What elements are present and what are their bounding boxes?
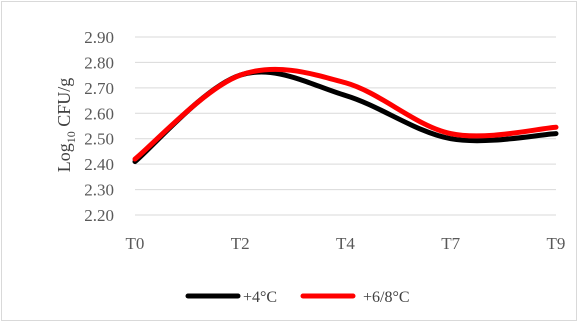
y-tick-labels: 2.90 2.80 2.70 2.60 2.50 2.40 2.30 2.20 <box>84 28 114 225</box>
y-tick-label: 2.30 <box>84 181 114 200</box>
legend-label: +6/8°C <box>363 289 410 306</box>
x-tick-label: T2 <box>231 234 250 253</box>
gridlines <box>135 36 556 216</box>
x-tick-label: T0 <box>126 234 145 253</box>
series-line-2 <box>132 66 559 162</box>
x-tick-label: T9 <box>547 234 566 253</box>
legend: +4°C +6/8°C <box>185 289 410 306</box>
x-tick-label: T4 <box>336 234 355 253</box>
y-tick-label: 2.80 <box>84 53 114 72</box>
y-tick-label: 2.70 <box>84 79 114 98</box>
legend-label: +4°C <box>243 289 277 306</box>
y-tick-label: 2.40 <box>84 155 114 174</box>
series-line-1 <box>132 69 559 165</box>
y-tick-label: 2.20 <box>84 206 114 225</box>
y-tick-label: 2.90 <box>84 28 114 47</box>
y-axis-label: Log10 CFU/g <box>54 78 78 173</box>
x-tick-labels: T0 T2 T4 T7 T9 <box>126 234 566 253</box>
y-tick-label: 2.50 <box>84 130 114 149</box>
y-tick-label: 2.60 <box>84 104 114 123</box>
series-lines <box>132 66 559 165</box>
x-tick-label: T7 <box>441 234 460 253</box>
